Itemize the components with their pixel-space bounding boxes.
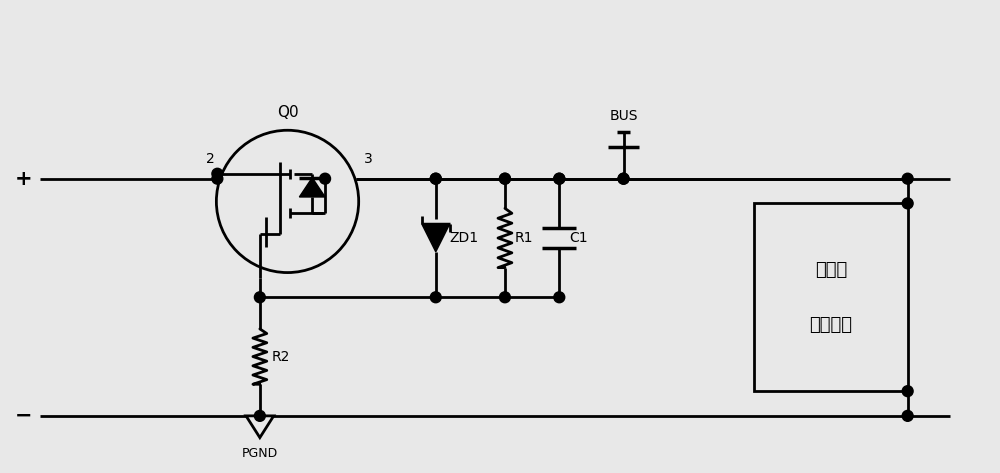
Text: PGND: PGND [242, 447, 278, 461]
Text: 2: 2 [206, 152, 214, 166]
Circle shape [902, 385, 913, 396]
Text: ZD1: ZD1 [450, 231, 479, 245]
Circle shape [554, 173, 565, 184]
Circle shape [618, 173, 629, 184]
Text: −: − [15, 406, 32, 426]
Polygon shape [246, 416, 274, 438]
Circle shape [554, 173, 565, 184]
Bar [754, 203, 908, 391]
Circle shape [254, 292, 265, 303]
Text: BUS: BUS [609, 109, 638, 123]
Circle shape [902, 173, 913, 184]
Polygon shape [422, 224, 450, 252]
Circle shape [618, 173, 629, 184]
Text: 开关型: 开关型 [815, 261, 847, 279]
Text: C1: C1 [569, 231, 588, 245]
Circle shape [500, 292, 510, 303]
Circle shape [212, 173, 223, 184]
Circle shape [430, 292, 441, 303]
Text: 3: 3 [364, 152, 372, 166]
Text: +: + [15, 169, 32, 189]
Text: Q0: Q0 [277, 105, 298, 121]
Circle shape [902, 198, 913, 209]
Circle shape [500, 173, 510, 184]
Text: 驱动负载: 驱动负载 [810, 316, 853, 334]
Circle shape [320, 173, 331, 184]
Polygon shape [299, 178, 325, 197]
Circle shape [500, 173, 510, 184]
Circle shape [212, 168, 223, 179]
Circle shape [554, 292, 565, 303]
Circle shape [902, 411, 913, 421]
Circle shape [430, 173, 441, 184]
Circle shape [254, 411, 265, 421]
Text: R1: R1 [515, 231, 533, 245]
Circle shape [430, 173, 441, 184]
Text: R2: R2 [272, 350, 290, 364]
